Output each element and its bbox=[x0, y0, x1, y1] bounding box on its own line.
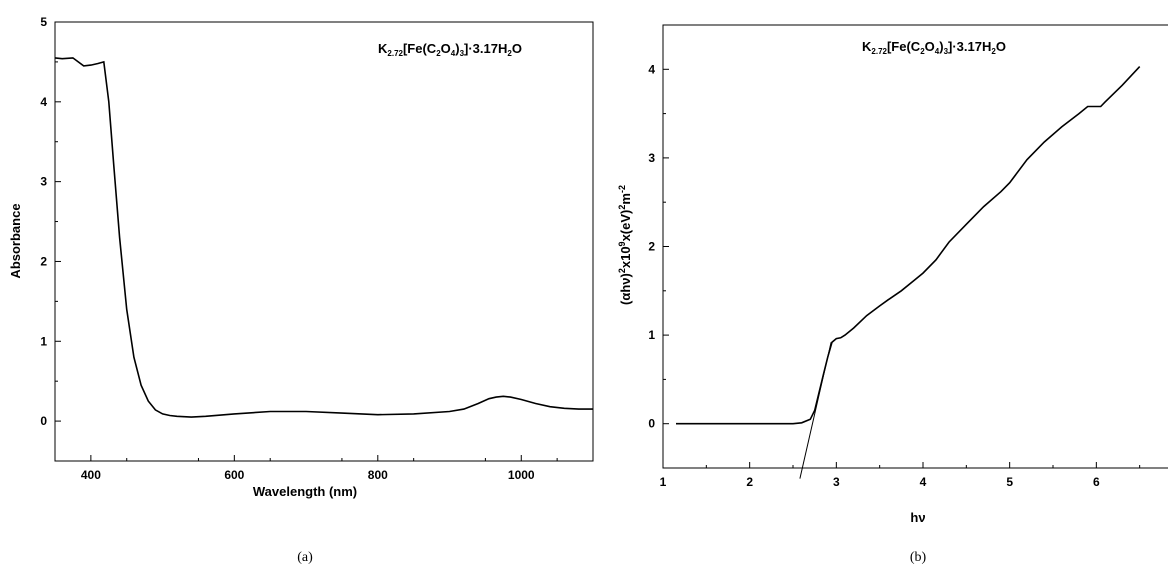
panel-b-ytick-label: 2 bbox=[648, 240, 655, 254]
panel-b-xtick-label: 5 bbox=[1006, 475, 1013, 489]
panel-b-ytick-label: 0 bbox=[648, 417, 655, 431]
panel-a-xtick-label: 600 bbox=[224, 468, 244, 482]
panel-b-caption: (b) bbox=[910, 550, 927, 565]
panel-a-ytick-label: 5 bbox=[40, 15, 47, 29]
panel-b-extrapolation-line bbox=[799, 342, 832, 479]
panel-b-xlabel: hν bbox=[910, 510, 925, 525]
panel-a-ylabel: Absorbance bbox=[8, 203, 23, 278]
panel-a-ytick-label: 3 bbox=[40, 175, 47, 189]
panel-a-frame bbox=[54, 21, 594, 462]
panel-b-xtick-label: 3 bbox=[833, 475, 840, 489]
panel-b: 1 2 3 4 5 6 0 1 2 3 4 (αhν)2x109x(eV)2m-2 hν K2.72… bbox=[617, 24, 1168, 565]
panel-a-ytick-label: 1 bbox=[40, 334, 47, 348]
panel-b-xtick-label: 2 bbox=[746, 475, 753, 489]
panel-b-ylabel: (αhν)2x109x(eV)2m-2 bbox=[617, 185, 633, 305]
panel-a-xtick-label: 1000 bbox=[508, 468, 535, 482]
panel-a-ytick-label: 4 bbox=[40, 95, 47, 109]
panel-a-ytick-label: 0 bbox=[40, 414, 47, 428]
panel-b-title: K2.72[Fe(C2O4)3]·3.17H2O bbox=[862, 39, 1006, 56]
panel-b-line bbox=[676, 66, 1141, 425]
panel-b-xtick-label: 6 bbox=[1093, 475, 1100, 489]
panel-a-caption: (a) bbox=[297, 550, 313, 565]
panel-a-xtick-label: 400 bbox=[81, 468, 101, 482]
panel-b-ytick-label: 4 bbox=[648, 62, 655, 76]
panel-a-xtick-label: 800 bbox=[368, 468, 388, 482]
panel-b-ytick-label: 3 bbox=[648, 151, 655, 165]
panel-a-line bbox=[54, 57, 593, 418]
panel-b-frame bbox=[662, 24, 1168, 469]
panel-b-xtick-label: 1 bbox=[660, 475, 667, 489]
panel-a-ytick-label: 2 bbox=[40, 254, 47, 268]
panel-a: 400 600 800 1000 0 1 2 3 4 5 Absorbance Wavelengt… bbox=[8, 15, 594, 565]
panel-b-ytick-label: 1 bbox=[648, 328, 655, 342]
panel-a-title: K2.72[Fe(C2O4)3]·3.17H2O bbox=[378, 41, 522, 58]
panel-b-xtick-label: 4 bbox=[920, 475, 927, 489]
panel-a-xlabel: Wavelength (nm) bbox=[253, 484, 357, 499]
